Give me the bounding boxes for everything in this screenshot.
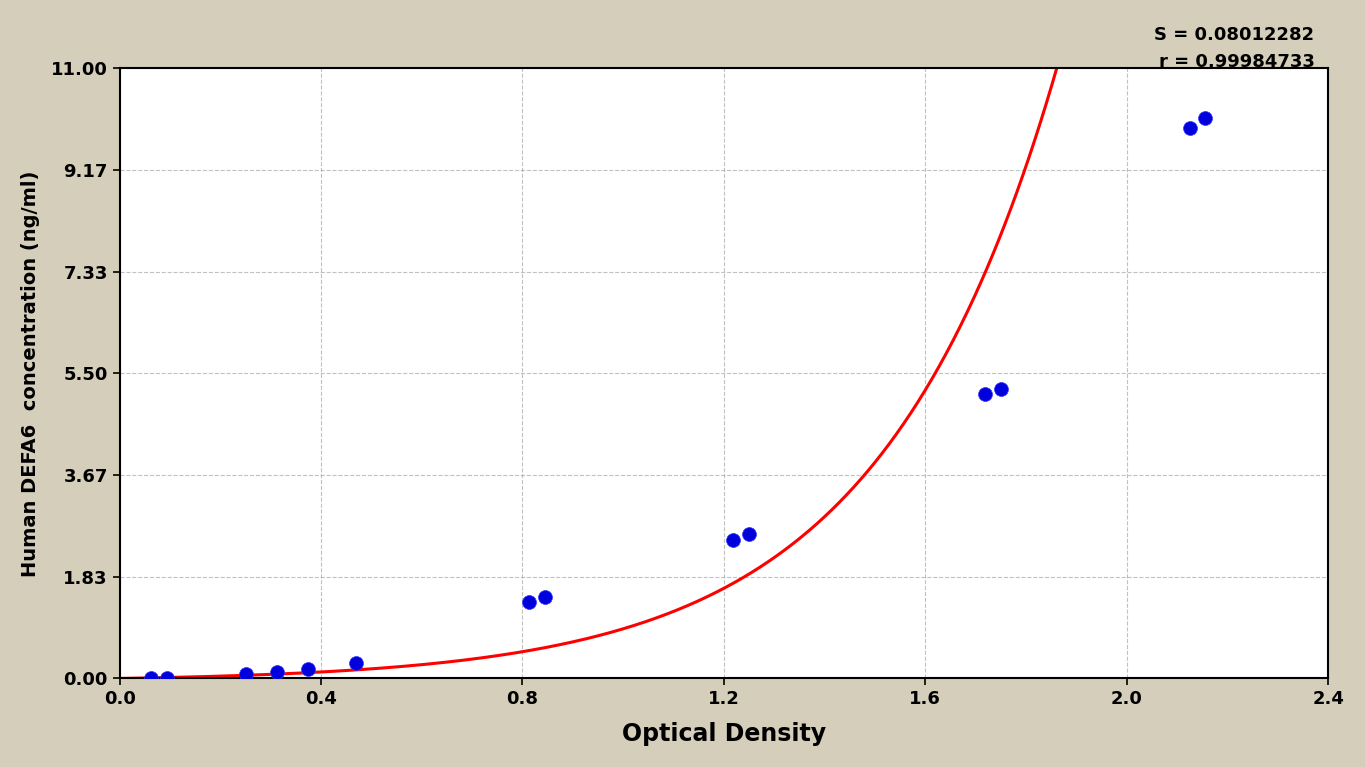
Point	[519, 596, 541, 608]
Point	[738, 528, 760, 541]
Point	[298, 663, 319, 675]
Point	[1179, 122, 1201, 134]
Point	[990, 383, 1011, 395]
Point	[534, 591, 556, 603]
X-axis label: Optical Density: Optical Density	[622, 723, 826, 746]
Point	[975, 388, 996, 400]
Point	[156, 673, 177, 685]
Text: r = 0.99984733: r = 0.99984733	[1159, 53, 1314, 71]
Point	[235, 668, 257, 680]
Text: S = 0.08012282: S = 0.08012282	[1155, 26, 1314, 44]
Point	[266, 666, 288, 678]
Point	[141, 673, 162, 685]
Point	[722, 534, 744, 546]
Point	[1194, 112, 1216, 124]
Y-axis label: Human DEFA6  concentration (ng/ml): Human DEFA6 concentration (ng/ml)	[20, 170, 40, 577]
Point	[345, 657, 367, 669]
